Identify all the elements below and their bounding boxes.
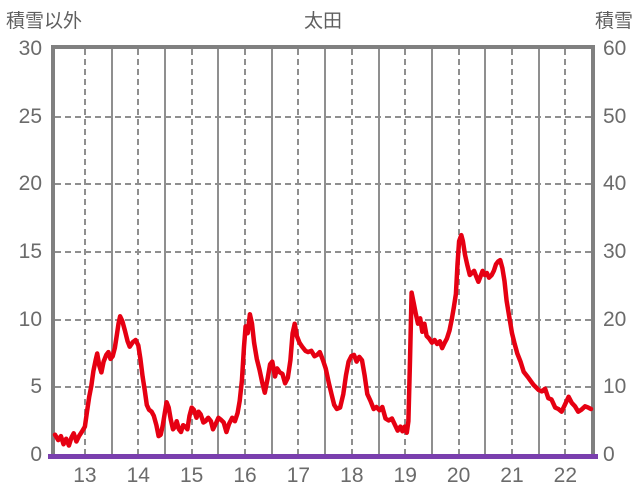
y-axis-tick-label-left: 30 (18, 37, 42, 60)
non-snow-series-line (52, 232, 594, 448)
plot-area (48, 45, 598, 459)
y-axis-tick-label-right: 10 (603, 375, 627, 399)
x-axis-tick-label: 18 (340, 464, 364, 487)
x-axis-tick-label: 16 (233, 464, 257, 487)
y-axis-tick-label-left: 20 (18, 172, 42, 196)
y-axis-tick-label-right: 50 (603, 104, 627, 128)
left-axis-title: 積雪以外 (6, 11, 83, 32)
gridline-horizontal-dashed (55, 386, 591, 389)
gridline-horizontal-dashed (55, 183, 591, 186)
snow-depth-series-line (48, 454, 598, 459)
x-axis-tick-label: 22 (553, 464, 578, 487)
x-axis-tick-label: 17 (286, 464, 311, 487)
x-axis-tick-label: 15 (179, 464, 204, 487)
x-axis-tick-label: 21 (500, 464, 524, 487)
y-axis-tick-label-left: 15 (18, 240, 42, 263)
chart-title-station: 太田 (303, 11, 342, 32)
x-axis-tick-label: 14 (126, 464, 150, 487)
x-axis-tick-label: 19 (393, 464, 417, 487)
y-axis-tick-label-right: 20 (603, 307, 627, 331)
x-axis-tick-label: 20 (446, 464, 471, 487)
y-axis-tick-label-left: 10 (18, 307, 42, 331)
y-axis-tick-label-left: 0 (30, 443, 42, 466)
gridline-horizontal-dashed (55, 318, 591, 321)
y-axis-tick-label-right: 30 (603, 240, 627, 263)
y-axis-tick-label-left: 25 (18, 104, 42, 128)
y-axis-tick-label-right: 40 (603, 172, 627, 196)
gridline-horizontal-dashed (55, 115, 591, 118)
x-axis-tick-label: 13 (73, 464, 97, 487)
gridline-horizontal-dashed (55, 251, 591, 253)
right-axis-title: 積雪 (594, 11, 633, 32)
data-line-layer (52, 232, 594, 448)
y-axis-tick-label-right: 60 (603, 37, 627, 60)
y-axis-tick-label-right: 0 (603, 443, 615, 466)
y-axis-tick-label-left: 5 (30, 375, 42, 399)
